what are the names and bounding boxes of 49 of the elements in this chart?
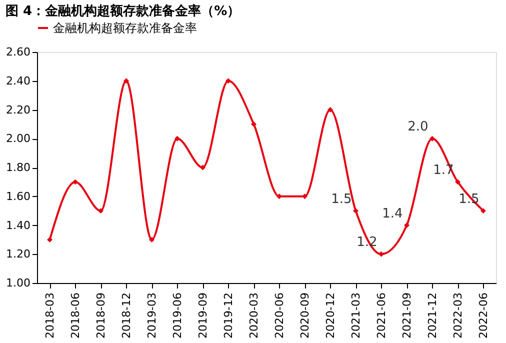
point — [47, 236, 52, 242]
y-tick-label: 2.40 — [6, 74, 30, 88]
x-tick-label: 2018-06 — [68, 292, 82, 338]
x-tick-label: 2021-09 — [400, 292, 414, 338]
point — [149, 236, 154, 242]
y-tick-label: 1.20 — [6, 248, 30, 261]
data-label: 2.0 — [408, 120, 428, 135]
point — [455, 179, 460, 185]
point — [302, 194, 308, 200]
data-label: 1.4 — [382, 206, 403, 222]
x-tick-label: 2021-06 — [374, 292, 388, 338]
data-label: 1.5 — [331, 192, 352, 207]
y-tick-label: 1.60 — [6, 190, 30, 203]
point — [276, 194, 282, 200]
y-tick-label: 1.00 — [6, 276, 30, 290]
x-tick-label: 2019-09 — [196, 292, 210, 338]
point — [430, 136, 435, 142]
x-tick-label: 2021-12 — [426, 292, 439, 338]
point — [251, 121, 256, 127]
point — [124, 78, 129, 84]
x-tick-label: 2020-09 — [298, 292, 312, 338]
point — [378, 251, 384, 257]
legend-label: 金融机构超额存款准备金率 — [53, 21, 197, 35]
x-tick-label: 2018-09 — [94, 292, 108, 338]
point — [98, 208, 104, 214]
x-tick-label: 2020-03 — [247, 292, 260, 338]
point — [226, 78, 231, 84]
x-tick-label: 2020-12 — [324, 292, 337, 338]
x-tick-label: 2018-03 — [43, 292, 56, 338]
point — [328, 107, 333, 112]
x-tick-label: 2019-06 — [170, 292, 184, 338]
y-tick-label: 2.00 — [6, 132, 30, 146]
point — [72, 179, 78, 185]
y-tick-label: 1.80 — [6, 161, 30, 174]
y-tick-label: 2.60 — [6, 46, 30, 58]
y-tick-label: 1.40 — [6, 218, 30, 232]
point — [353, 208, 358, 214]
x-tick-label: 2019-03 — [145, 292, 158, 338]
x-tick-label: 2020-06 — [272, 292, 286, 338]
point — [174, 136, 180, 142]
point — [480, 208, 486, 214]
x-tick-label: 2019-12 — [222, 292, 235, 338]
y-tick-label: 2.20 — [6, 103, 30, 116]
chart-title: 图 4：金融机构超额存款准备金率（%） — [6, 3, 240, 19]
x-tick-label: 2022-06 — [476, 292, 490, 338]
x-tick-label: 2021-03 — [349, 292, 362, 338]
x-tick-label: 2018-12 — [120, 292, 133, 338]
point — [404, 222, 410, 228]
x-tick-label: 2022-03 — [451, 292, 464, 338]
